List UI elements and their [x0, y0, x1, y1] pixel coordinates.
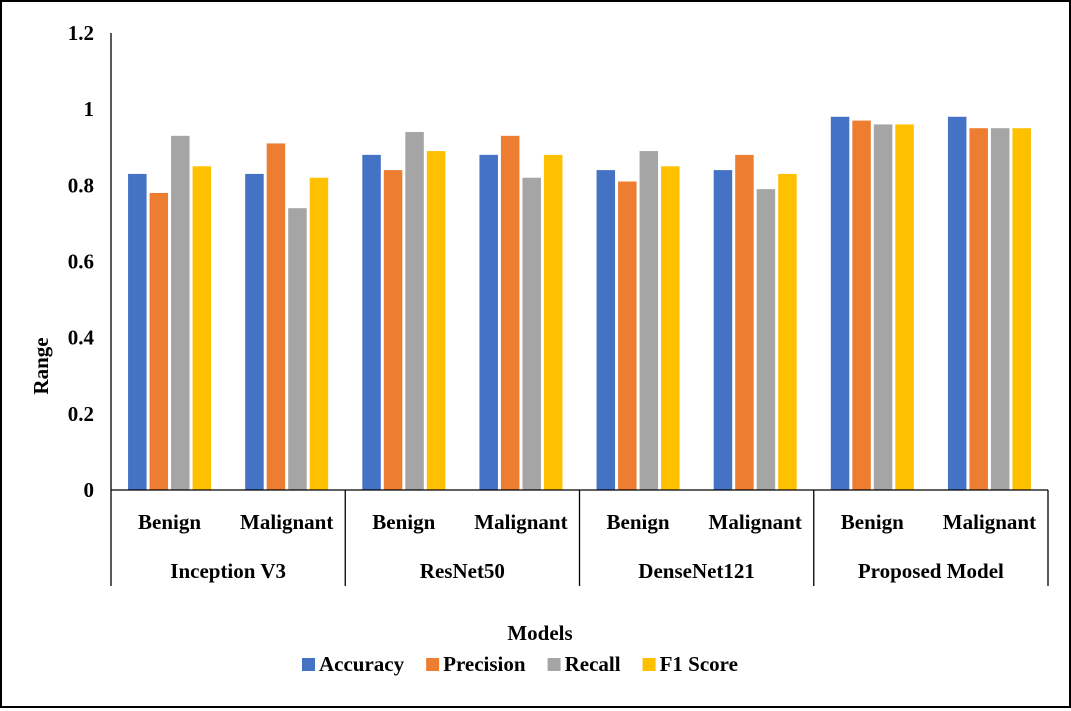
- y-tick-label: 0.8: [68, 173, 94, 197]
- x-category-label: Malignant: [474, 510, 567, 534]
- x-category-label: Benign: [138, 510, 201, 534]
- y-tick-label: 0: [84, 478, 95, 502]
- bar-accuracy: [713, 170, 733, 490]
- y-tick-label: 0.6: [68, 250, 94, 274]
- bar-precision: [149, 192, 169, 490]
- legend-label: Precision: [443, 652, 526, 676]
- bar-f1-score: [309, 177, 329, 490]
- legend-swatch: [547, 658, 561, 671]
- bar-precision: [735, 154, 754, 490]
- bar-accuracy: [362, 154, 381, 490]
- bar-f1-score: [426, 151, 446, 490]
- bar-accuracy: [596, 170, 616, 490]
- x-axis-title: Models: [507, 621, 572, 645]
- bar-precision: [383, 170, 403, 490]
- legend-label: F1 Score: [660, 652, 738, 676]
- bar-f1-score: [895, 124, 914, 491]
- bar-accuracy: [830, 116, 850, 491]
- bar-recall: [873, 124, 893, 491]
- legend-label: Recall: [565, 652, 621, 676]
- bar-accuracy: [128, 173, 147, 491]
- x-group-label: DenseNet121: [638, 559, 755, 583]
- bar-precision: [266, 143, 286, 491]
- bar-f1-score: [1012, 128, 1031, 490]
- y-axis-ticks: 0 0.2 0.4 0.6 0.8 1 1.2: [68, 21, 95, 502]
- bar-recall: [639, 151, 659, 490]
- bar-accuracy: [947, 116, 967, 491]
- legend: Accuracy Precision Recall F1 Score: [302, 652, 738, 676]
- x-category-label: Benign: [607, 510, 670, 534]
- bar-accuracy: [245, 173, 264, 491]
- bar-recall: [405, 132, 424, 490]
- x-category-label: Benign: [841, 510, 904, 534]
- bar-precision: [618, 181, 637, 490]
- bar-recall: [756, 189, 776, 490]
- x-group-label: ResNet50: [420, 559, 505, 583]
- y-tick-label: 0.4: [68, 326, 95, 350]
- bar-f1-score: [192, 166, 212, 490]
- bar-recall: [990, 128, 1010, 490]
- y-tick-label: 1.2: [68, 21, 94, 45]
- bar-accuracy: [479, 154, 498, 490]
- y-tick-label: 0.2: [68, 402, 94, 426]
- x-category-label: Benign: [372, 510, 435, 534]
- legend-swatch: [426, 658, 440, 671]
- bar-f1-score: [661, 166, 680, 490]
- legend-label: Accuracy: [319, 652, 405, 676]
- bar-f1-score: [543, 154, 563, 490]
- x-category-label: Malignant: [240, 510, 333, 534]
- legend-swatch: [642, 658, 656, 671]
- x-axis-categories: Benign Malignant Benign Malignant Benign Mali…: [138, 510, 1036, 583]
- bar-precision: [969, 128, 988, 490]
- x-group-label: Inception V3: [170, 559, 286, 583]
- legend-swatch: [302, 658, 315, 671]
- y-axis-title: Range: [29, 337, 53, 394]
- bar-recall: [288, 208, 307, 490]
- x-group-label: Proposed Model: [858, 559, 1004, 583]
- bar-recall: [522, 177, 541, 490]
- x-category-label: Malignant: [943, 510, 1036, 534]
- bar-recall: [171, 135, 190, 490]
- bars: [128, 116, 1031, 491]
- y-tick-label: 1: [84, 97, 95, 121]
- bar-precision: [500, 135, 520, 490]
- bar-precision: [852, 120, 871, 490]
- bar-f1-score: [778, 173, 797, 491]
- x-category-label: Malignant: [709, 510, 802, 534]
- axes: [110, 33, 1049, 586]
